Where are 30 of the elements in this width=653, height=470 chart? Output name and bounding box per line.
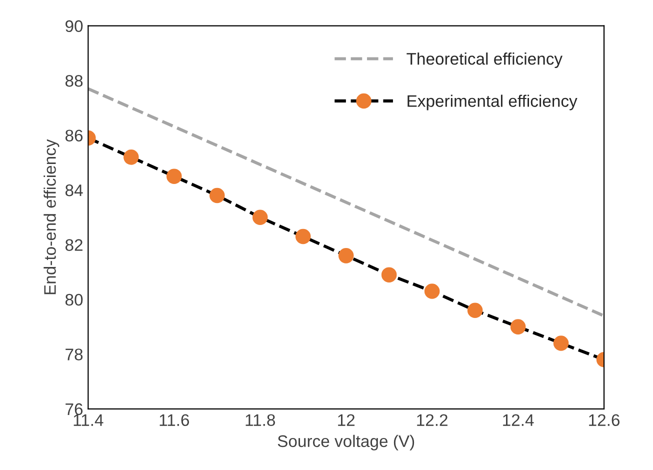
y-tick-label: 82 <box>65 239 82 251</box>
point <box>209 188 225 204</box>
legend-label: Theoretical efficiency <box>406 52 563 68</box>
x-tick-label: 12.6 <box>589 414 620 426</box>
point <box>467 302 483 318</box>
y-tick-label: 78 <box>66 348 83 360</box>
y-axis-title: End-to-end efficiency <box>44 139 60 294</box>
point <box>166 168 182 184</box>
y-tick-label: 90 <box>66 20 83 32</box>
x-tick-label: 11.6 <box>160 414 190 426</box>
x-axis-title: Source voltage (V) <box>278 434 414 450</box>
point <box>424 284 440 299</box>
legend-label: Experimental efficiency <box>408 94 578 110</box>
point <box>252 210 268 226</box>
point <box>295 228 311 244</box>
x-tick-label: 11.8 <box>246 414 275 426</box>
y-tick-label: 84 <box>65 184 83 196</box>
x-tick-label: 12.4 <box>503 414 534 426</box>
point <box>381 267 397 282</box>
point <box>338 248 354 264</box>
x-tick-label: 12.2 <box>417 414 448 426</box>
y-tick-label: 76 <box>66 403 83 416</box>
point <box>124 150 139 165</box>
y-tick-label: 80 <box>65 294 83 306</box>
x-tick-label: 11.4 <box>74 414 104 426</box>
point <box>553 336 569 351</box>
point <box>510 319 526 334</box>
y-tick-label: 88 <box>65 74 83 87</box>
x-tick-label: 12 <box>338 414 355 426</box>
y-tick-label: 86 <box>65 130 83 142</box>
